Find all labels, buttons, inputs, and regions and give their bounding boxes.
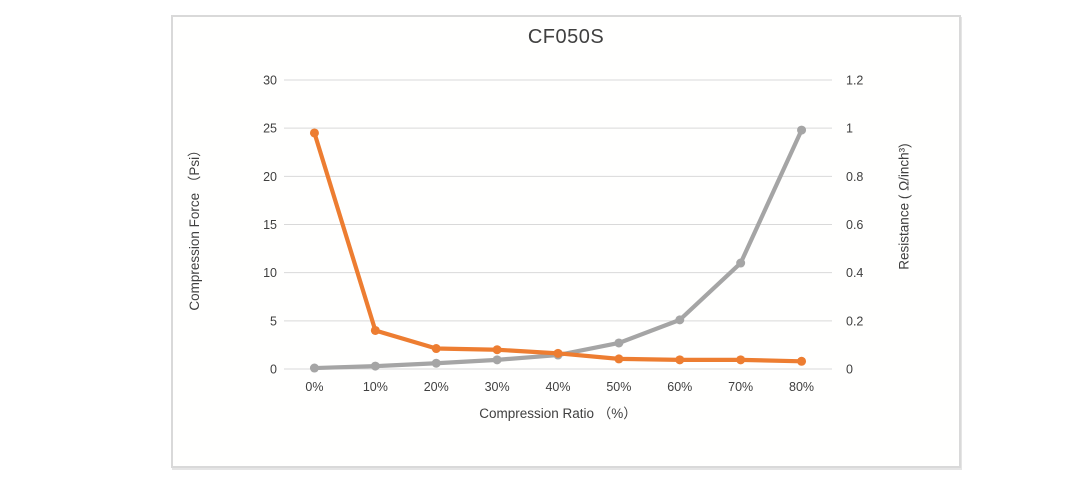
left-axis-tick-label: 10: [263, 266, 277, 280]
right-axis-tick-label: 1: [846, 122, 853, 136]
x-axis-tick-label: 0%: [305, 380, 323, 394]
data-point-marker-resistance: [431, 344, 441, 354]
data-point-marker-compression-force: [309, 363, 319, 373]
left-axis-tick-label: 5: [270, 314, 277, 328]
x-axis-tick-label: 60%: [667, 380, 692, 394]
data-point-marker-compression-force: [797, 125, 807, 135]
data-point-marker-compression-force: [431, 358, 441, 368]
left-axis-tick-label: 25: [263, 122, 277, 136]
x-axis-tick-label: 50%: [606, 380, 631, 394]
data-point-marker-resistance: [797, 356, 807, 366]
right-axis-tick-label: 0.4: [846, 266, 863, 280]
data-point-marker-resistance: [370, 325, 380, 335]
data-point-marker-resistance: [675, 355, 685, 365]
data-point-marker-compression-force: [492, 355, 502, 365]
right-axis-tick-label: 0: [846, 363, 853, 377]
x-axis-title: Compression Ratio （%）: [479, 406, 637, 421]
left-axis-title: Compression Force （Psi）: [187, 143, 202, 311]
chart-title: CF050S: [527, 26, 605, 48]
data-point-marker-compression-force: [614, 338, 624, 348]
right-axis-tick-label: 0.6: [846, 218, 863, 232]
data-point-marker-resistance: [309, 128, 319, 138]
data-point-marker-resistance: [553, 348, 563, 358]
right-axis-tick-label: 1.2: [846, 74, 863, 88]
left-axis-tick-label: 0: [270, 363, 277, 377]
data-point-marker-resistance: [614, 354, 624, 364]
x-axis-tick-label: 10%: [363, 380, 388, 394]
x-axis-tick-label: 80%: [789, 380, 814, 394]
series-line-resistance: [312, 130, 804, 364]
data-point-marker-compression-force: [736, 258, 746, 268]
x-axis-tick-label: 70%: [728, 380, 753, 394]
data-point-marker-compression-force: [675, 315, 685, 325]
data-point-marker-resistance: [492, 345, 502, 355]
left-axis-tick-label: 20: [263, 170, 277, 184]
chart-plot-svg: 0 5 10 15 20 25 30 0 0.2 0.4 0.6 0.8 1 1.2 0% 10% 20% 30%…: [263, 74, 863, 395]
x-axis-tick-label: 30%: [485, 380, 510, 394]
data-point-marker-compression-force: [370, 361, 380, 371]
left-axis-tick-label: 15: [263, 218, 277, 232]
data-point-marker-resistance: [736, 355, 746, 365]
chart-frame: CF050S 0 5 10 15 20 25 30 0 0.2 0.4 0.6 0.8 1 1.2 0% 10…: [171, 15, 961, 468]
x-axis-tick-label: 40%: [545, 380, 570, 394]
right-axis-title: Resistance ( Ω/inch³): [896, 143, 912, 270]
right-axis-tick-label: 0.8: [846, 170, 863, 184]
x-axis-tick-label: 20%: [424, 380, 449, 394]
left-axis-tick-label: 30: [263, 74, 277, 88]
right-axis-tick-label: 0.2: [846, 314, 863, 328]
